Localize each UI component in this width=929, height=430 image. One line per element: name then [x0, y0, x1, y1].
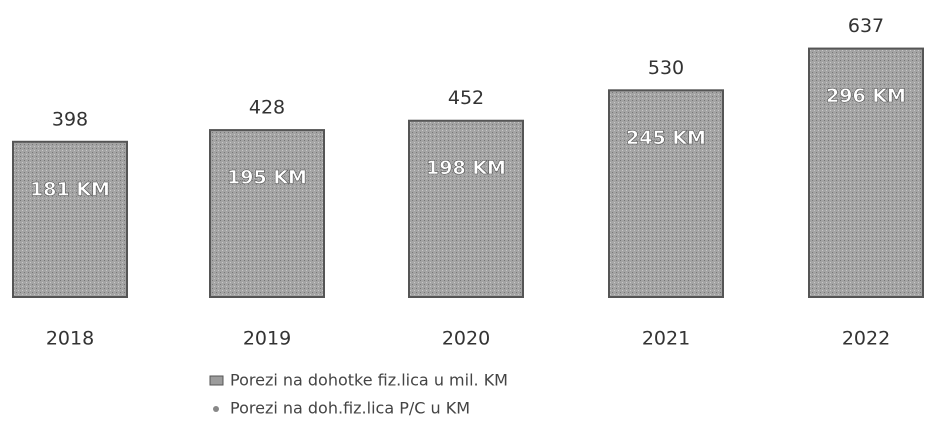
x-tick-label: 2019 [243, 328, 291, 350]
x-tick-label: 2021 [642, 328, 690, 350]
per-capita-label: 198 KM [426, 157, 506, 179]
legend-marker [213, 406, 219, 412]
legend-marker [209, 375, 224, 386]
x-tick-label: 2022 [842, 328, 890, 350]
x-tick-label: 2018 [46, 328, 94, 350]
per-capita-label: 181 KM [30, 178, 110, 200]
bar-value-label: 452 [448, 87, 484, 109]
per-capita-label: 245 KM [626, 127, 706, 149]
per-capita-label: 296 KM [826, 85, 906, 107]
bar-value-label: 428 [249, 97, 285, 119]
bar [12, 140, 128, 298]
per-capita-label: 195 KM [227, 167, 307, 189]
bar [408, 119, 524, 298]
bar-value-label: 530 [648, 57, 684, 79]
bar [608, 89, 724, 298]
bar [808, 47, 924, 298]
bar [209, 129, 325, 298]
bar-value-label: 637 [848, 15, 884, 37]
bar-value-label: 398 [52, 108, 88, 130]
legend-label: Porezi na doh.fiz.lica P/C u KM [230, 399, 470, 418]
x-tick-label: 2020 [442, 328, 490, 350]
legend-label: Porezi na dohotke fiz.lica u mil. KM [230, 371, 508, 390]
